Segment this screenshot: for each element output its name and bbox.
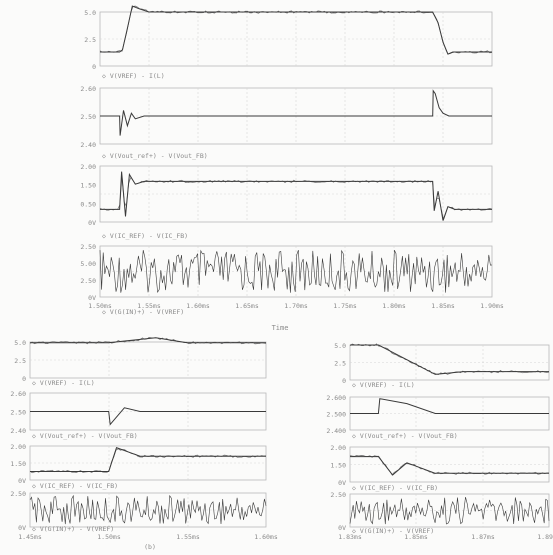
panel-legend: ◇ V(Vout_ref+) - V(Vout_FB): [102, 152, 208, 160]
x-tick-label: 1.65ms: [235, 302, 259, 310]
panel-legend: ◇ V(VREF) - I(L): [102, 72, 165, 80]
panel-legend: ◇ V(VREF) - I(L): [352, 381, 415, 389]
y-tick-label: 0: [92, 63, 96, 71]
series-line-v-vout-ref-: [350, 398, 549, 414]
panel-2: 2.60 2.50 2.40 ◇ V(Vout_ref+) - V(Vout_FB): [80, 85, 493, 160]
y-tick-label: 2.50: [80, 113, 96, 121]
x-axis-title: Time: [272, 324, 289, 332]
x-tick-label: 1.55ms: [137, 302, 161, 310]
x-tick-label: 1.55ms: [176, 533, 200, 541]
series-ripple: [349, 343, 550, 375]
y-tick-label: 2.400: [326, 427, 346, 435]
y-tick-label: 2.500: [326, 411, 346, 419]
y-tick-label: 0: [342, 377, 346, 385]
y-tick-label: 1.50: [330, 462, 346, 470]
sub-figure-label: (b): [144, 543, 156, 551]
panel-4: 2.50 0V ◇ V(G(IN)+) - V(VREF): [10, 490, 267, 533]
panel-legend: ◇ V(VREF) - I(L): [32, 379, 95, 387]
x-tick-label: 1.87ms: [471, 533, 495, 541]
y-tick-label: 0: [22, 375, 26, 383]
panel-legend: ◇ V(IC_REF) - V(IC_FB): [102, 232, 188, 240]
x-tick-label: 1.83ms: [338, 533, 362, 541]
y-tick-label: 1.50: [10, 460, 26, 468]
y-tick-label: 5.00: [80, 260, 96, 268]
y-tick-label: 0V: [88, 294, 96, 302]
x-tick-label: 1.50ms: [88, 302, 112, 310]
series-ripple: [29, 448, 267, 474]
y-tick-label: 2.600: [326, 394, 346, 402]
x-tick-label: 1.60ms: [254, 533, 278, 541]
y-tick-label: 2.00: [330, 444, 346, 452]
y-tick-label: 2.60: [10, 390, 26, 398]
x-tick-label: 1.90ms: [480, 302, 504, 310]
panel-4: 2.50 0V ◇ V(G(IN)+) - V(VREF): [330, 491, 550, 535]
y-tick-label: 2.40: [80, 141, 96, 149]
series-line-v-vref-: [30, 337, 266, 344]
y-tick-label: 2.00: [80, 163, 96, 171]
y-tick-label: 5.0: [84, 9, 96, 17]
series-line-v-vout-ref-: [30, 407, 266, 426]
panel-legend: ◇ V(IC_REF) - V(IC_FB): [32, 482, 118, 490]
chart-bottom-left: 5.02.50 ◇ V(VREF) - I(L)2.602.502.40◇ V(V…: [10, 337, 278, 541]
x-tick-label: 1.80ms: [382, 302, 406, 310]
series-line-v-ic-ref-: [350, 456, 549, 476]
y-tick-label: 0V: [18, 477, 26, 485]
y-tick-label: 2.50: [10, 490, 26, 498]
chart-bottom-right: 5.02.50 ◇ V(VREF) - I(L)2.6002.5002.400◇ …: [326, 342, 553, 541]
panel-3: 2.00 1.50 0.50 0V ◇ V(IC_REF) - V(IC_FB): [80, 163, 493, 240]
panel-legend: ◇ V(G(IN)+) - V(VREF): [32, 525, 114, 533]
panel-4: 2.50 5.00 2.50 0V ◇ V(G(IN)+) - V(VREF): [80, 243, 493, 316]
series-line-v-g-in-: [99, 249, 493, 294]
y-tick-label: 2.5: [14, 357, 26, 365]
y-tick-label: 2.5: [84, 36, 96, 44]
series-line-v-vref-: [100, 5, 492, 55]
y-tick-label: 2.40: [10, 427, 26, 435]
x-tick-label: 1.50ms: [97, 533, 121, 541]
y-tick-label: 5.0: [334, 342, 346, 350]
y-tick-label: 2.00: [10, 443, 26, 451]
x-tick-label: 1.85ms: [404, 533, 428, 541]
panel-legend: ◇ V(G(IN)+) - V(VREF): [352, 527, 434, 535]
y-tick-label: 2.60: [80, 85, 96, 93]
y-tick-label: 2.50: [80, 277, 96, 285]
series-line-v-ic-ref-: [30, 447, 266, 472]
y-tick-label: 2.5: [334, 360, 346, 368]
panel-2: 2.60 2.50 2.40 ◇ V(Vout_ref+) - V(Vout_FB): [10, 390, 267, 440]
panel-2: 2.600 2.500 2.400 ◇ V(Vout_ref+) - V(Vout_F…: [326, 394, 550, 440]
x-tick-label: 1.70ms: [284, 302, 308, 310]
y-tick-label: 0.50: [80, 200, 96, 208]
chart-top: 5.02.50◇ V(VREF) - I(L)2.602.502.40◇ V(V…: [80, 5, 504, 316]
x-tick-label: 1.75ms: [333, 302, 357, 310]
y-tick-label: 1.50: [80, 182, 96, 190]
y-tick-label: 0V: [18, 524, 26, 532]
panel-legend: ◇ V(IC_REF) - V(IC_FB): [352, 484, 438, 492]
panel-1: 5.0 2.5 0 ◇ V(VREF) - I(L): [334, 342, 550, 389]
panel-legend: ◇ V(G(IN)+) - V(VREF): [102, 308, 184, 316]
y-tick-label: 5.0: [14, 339, 26, 347]
x-tick-label: 1.89ms: [537, 533, 553, 541]
series-line-v-ic-ref-: [100, 171, 492, 221]
panel-3: 2.00 1.50 0V ◇ V(IC_REF) - V(IC_FB): [10, 443, 267, 490]
panel-1: 5.0 2.5 0 ◇ V(VREF) - I(L): [14, 337, 267, 387]
x-tick-label: 1.45ms: [18, 533, 42, 541]
series-line-v-g-in-: [29, 494, 267, 525]
series-line-v-vref-: [350, 344, 549, 375]
panel-legend: ◇ V(Vout_ref+) - V(Vout_FB): [32, 432, 138, 440]
x-tick-label: 1.60ms: [186, 302, 210, 310]
series-line-v-g-in-: [349, 497, 550, 525]
y-tick-label: 0V: [338, 524, 346, 532]
y-tick-label: 2.50: [330, 491, 346, 499]
y-tick-label: 2.50: [10, 409, 26, 417]
panel-1: 5.0 2.5 0 ◇ V(VREF) - I(L): [84, 5, 493, 80]
panel-3: 2.00 1.50 0V ◇ V(IC_REF) - V(IC_FB): [330, 444, 550, 492]
y-tick-label: 0V: [88, 219, 96, 227]
series-line-v-vout-ref-: [100, 89, 492, 136]
panel-legend: ◇ V(Vout_ref+) - V(Vout_FB): [352, 432, 458, 440]
y-tick-label: 0V: [338, 479, 346, 487]
x-tick-label: 1.85ms: [431, 302, 455, 310]
y-tick-label: 2.50: [80, 243, 96, 251]
